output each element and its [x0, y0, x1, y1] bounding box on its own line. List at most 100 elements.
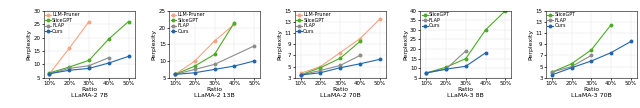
LLM-Pruner [191, 60, 198, 62]
SliceGPT [482, 29, 490, 31]
SliceGPT [230, 22, 238, 23]
FLAP [105, 57, 113, 58]
SliceGPT [607, 24, 615, 25]
Ours [588, 60, 595, 62]
SliceGPT [211, 54, 218, 55]
SliceGPT [356, 41, 364, 42]
Line: LLM-Pruner: LLM-Pruner [174, 23, 236, 76]
Y-axis label: Perplexity: Perplexity [277, 29, 282, 60]
SliceGPT [45, 72, 53, 74]
Ours [105, 62, 113, 64]
X-axis label: Ratio
LLaMA-2 7B: Ratio LLaMA-2 7B [70, 87, 108, 98]
X-axis label: Ratio
LLaMA-2 13B: Ratio LLaMA-2 13B [194, 87, 235, 98]
Ours [297, 74, 305, 76]
SliceGPT [105, 38, 113, 40]
FLAP [250, 45, 258, 47]
Ours [317, 72, 324, 73]
Line: SliceGPT: SliceGPT [174, 21, 236, 76]
Line: SliceGPT: SliceGPT [550, 24, 612, 73]
Ours [65, 70, 73, 71]
FLAP [337, 65, 344, 66]
X-axis label: Ratio
LLaMA-3 70B: Ratio LLaMA-3 70B [571, 87, 612, 98]
Ours [607, 52, 615, 53]
Line: FLAP: FLAP [550, 54, 593, 73]
SliceGPT [85, 60, 93, 61]
Line: Ours: Ours [48, 55, 130, 75]
Ours [627, 41, 635, 42]
Ours [250, 60, 258, 62]
X-axis label: Ratio
LLaMA-3 8B: Ratio LLaMA-3 8B [447, 87, 484, 98]
SliceGPT [171, 74, 179, 75]
SliceGPT [125, 21, 132, 22]
LLM-Pruner [45, 73, 53, 74]
Ours [45, 73, 53, 74]
Ours [171, 74, 179, 75]
Ours [462, 66, 470, 67]
Line: SliceGPT: SliceGPT [48, 20, 130, 74]
Line: FLAP: FLAP [48, 56, 110, 75]
FLAP [588, 55, 595, 56]
FLAP [191, 69, 198, 70]
Y-axis label: Perplexity: Perplexity [403, 29, 408, 60]
LLM-Pruner [317, 66, 324, 67]
LLM-Pruner [376, 19, 383, 20]
Ours [230, 65, 238, 67]
Ours [568, 67, 575, 68]
Line: LLM-Pruner: LLM-Pruner [48, 20, 90, 75]
Legend: LLM-Pruner, SliceGPT, FLAP, Ours: LLM-Pruner, SliceGPT, FLAP, Ours [170, 12, 206, 34]
Ours [376, 59, 383, 60]
LLM-Pruner [356, 38, 364, 39]
Line: Ours: Ours [300, 58, 381, 76]
Legend: SliceGPT, FLAP, Ours: SliceGPT, FLAP, Ours [547, 12, 576, 29]
FLAP [317, 70, 324, 71]
Ours [422, 72, 430, 74]
FLAP [422, 72, 430, 74]
SliceGPT [65, 66, 73, 68]
Line: FLAP: FLAP [174, 45, 255, 76]
Line: Ours: Ours [174, 60, 255, 76]
FLAP [297, 74, 305, 76]
X-axis label: Ratio
LLaMA-2 70B: Ratio LLaMA-2 70B [320, 87, 360, 98]
Legend: LLM-Pruner, SliceGPT, FLAP, Ours: LLM-Pruner, SliceGPT, FLAP, Ours [45, 12, 80, 34]
Legend: SliceGPT, FLAP, Ours: SliceGPT, FLAP, Ours [421, 12, 451, 29]
FLAP [356, 55, 364, 56]
SliceGPT [337, 58, 344, 59]
LLM-Pruner [171, 74, 179, 75]
Ours [356, 63, 364, 64]
Line: Ours: Ours [425, 52, 487, 74]
Ours [191, 72, 198, 73]
LLM-Pruner [85, 21, 93, 22]
FLAP [211, 64, 218, 65]
LLM-Pruner [65, 48, 73, 49]
FLAP [442, 68, 450, 70]
LLM-Pruner [230, 24, 238, 25]
SliceGPT [422, 72, 430, 74]
SliceGPT [548, 71, 556, 73]
Line: LLM-Pruner: LLM-Pruner [300, 18, 381, 75]
LLM-Pruner [297, 73, 305, 74]
FLAP [45, 73, 53, 74]
Ours [85, 68, 93, 69]
SliceGPT [317, 67, 324, 68]
SliceGPT [568, 63, 575, 64]
FLAP [65, 68, 73, 69]
LLM-Pruner [211, 40, 218, 42]
Y-axis label: Perplexity: Perplexity [26, 29, 31, 60]
Y-axis label: Perplexity: Perplexity [529, 29, 534, 60]
FLAP [568, 66, 575, 67]
Ours [211, 69, 218, 70]
Ours [482, 52, 490, 54]
SliceGPT [462, 58, 470, 59]
SliceGPT [442, 67, 450, 68]
Line: Ours: Ours [550, 40, 632, 76]
SliceGPT [297, 74, 305, 76]
SliceGPT [588, 49, 595, 51]
Ours [125, 56, 132, 57]
Ours [337, 67, 344, 68]
FLAP [548, 71, 556, 73]
FLAP [171, 74, 179, 75]
Y-axis label: Perplexity: Perplexity [152, 29, 157, 60]
Ours [548, 74, 556, 76]
Line: SliceGPT: SliceGPT [300, 40, 361, 76]
FLAP [462, 50, 470, 52]
